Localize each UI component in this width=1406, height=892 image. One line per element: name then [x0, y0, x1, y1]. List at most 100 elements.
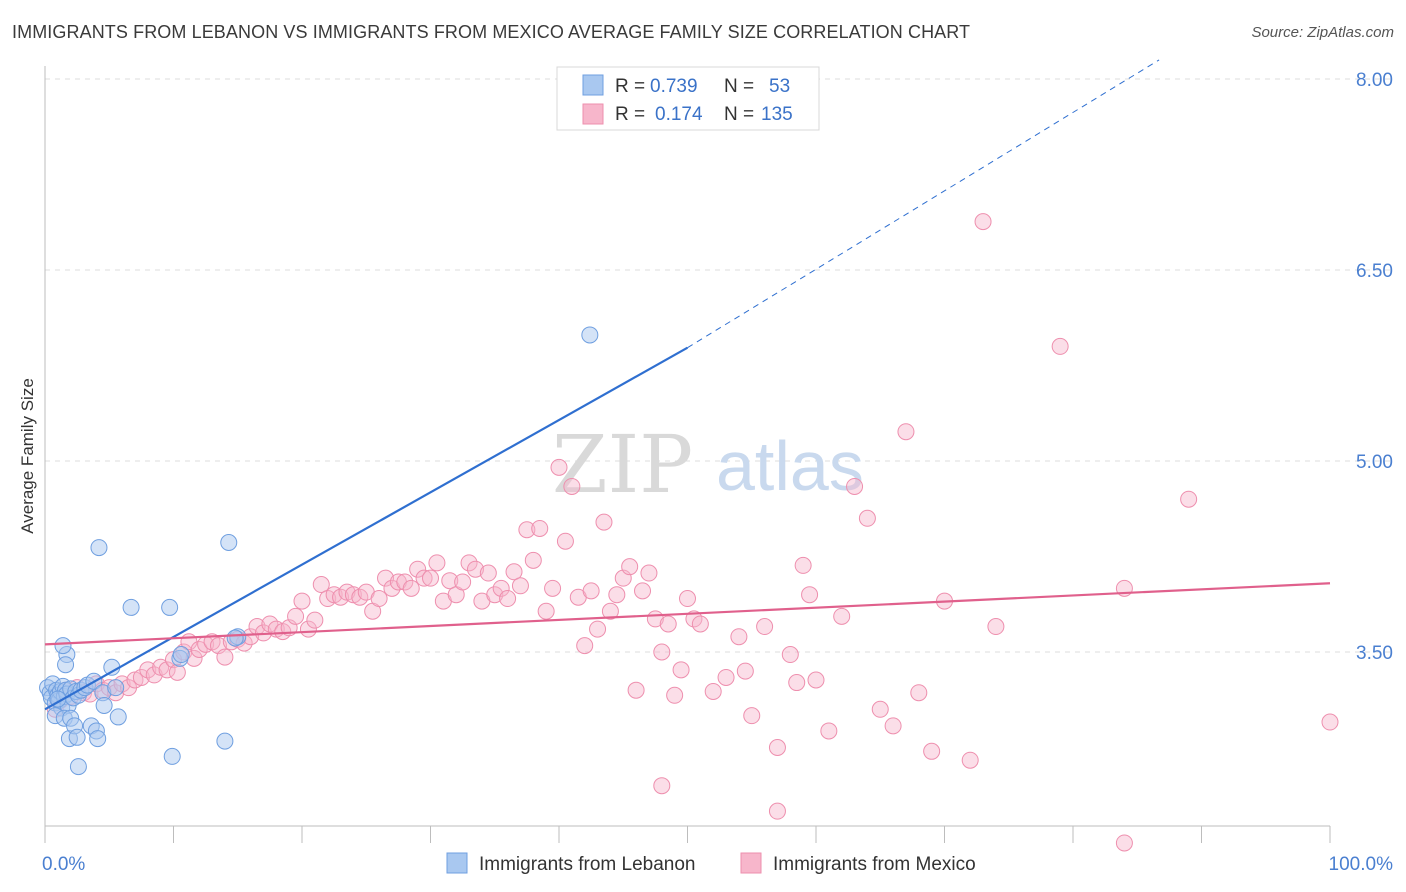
mexico-point	[820, 722, 838, 740]
lebanon-point	[89, 730, 107, 748]
bottom-legend: Immigrants from Lebanon Immigrants from …	[446, 852, 976, 875]
mexico-point	[563, 477, 581, 495]
legend-n-label-lebanon: N =	[724, 76, 754, 97]
mexico-point	[1051, 337, 1069, 355]
mexico-point	[454, 573, 472, 591]
mexico-point	[659, 615, 677, 633]
mexico-point	[216, 648, 234, 666]
mexico-point	[897, 423, 915, 441]
mexico-point	[640, 564, 658, 582]
y-tick-label: 6.50	[1356, 261, 1393, 282]
mexico-point	[550, 458, 568, 476]
mexico-point	[415, 569, 433, 587]
mexico-point	[910, 684, 928, 702]
mexico-point	[499, 590, 517, 608]
mexico-point	[556, 532, 574, 550]
mexico-point	[704, 682, 722, 700]
x-tick-label: 0.0%	[42, 854, 85, 875]
mexico-point	[691, 615, 709, 633]
mexico-point	[370, 590, 388, 608]
gridlines	[45, 78, 1392, 653]
mexico-point	[1115, 834, 1133, 852]
mexico-point	[717, 668, 735, 686]
series-lebanon-points	[39, 326, 599, 776]
mexico-point	[576, 637, 594, 655]
legend-r-value-lebanon: 0.739	[650, 76, 698, 97]
lebanon-point	[57, 656, 75, 674]
mexico-point	[801, 586, 819, 604]
mexico-point	[833, 607, 851, 625]
mexico-point	[743, 707, 761, 725]
bottom-legend-label-mexico: Immigrants from Mexico	[773, 854, 976, 875]
mexico-trend-line	[44, 582, 1331, 646]
lebanon-point	[54, 637, 72, 655]
mexico-point	[466, 560, 484, 578]
bottom-legend-swatch-mexico	[740, 852, 762, 874]
mexico-point	[544, 579, 562, 597]
watermark-zip: ZIP	[552, 418, 693, 511]
bottom-legend-swatch-lebanon	[446, 852, 468, 874]
mexico-point	[768, 738, 786, 756]
watermark: ZIP atlas	[552, 418, 864, 511]
mexico-point	[409, 560, 427, 578]
mexico-point	[666, 686, 684, 704]
legend-swatch-mexico	[582, 103, 604, 125]
x-tick-label: 100.0%	[1329, 854, 1394, 875]
y-tick-labels: 3.50 5.00 6.50 8.00	[1356, 70, 1393, 664]
lebanon-point	[172, 646, 190, 664]
mexico-point	[653, 777, 671, 795]
mexico-point	[923, 742, 941, 760]
lebanon-point	[69, 758, 87, 776]
legend-n-label-mexico: N =	[724, 104, 754, 125]
mexico-point	[518, 521, 536, 539]
mexico-point	[768, 802, 786, 820]
lebanon-point	[581, 326, 599, 344]
mexico-point	[402, 579, 420, 597]
lebanon-trend-extension	[687, 59, 1160, 349]
mexico-point	[582, 582, 600, 600]
mexico-point	[846, 477, 864, 495]
mexico-point	[158, 661, 176, 679]
y-tick-label: 5.00	[1356, 452, 1393, 473]
legend-r-label-lebanon: R =	[615, 76, 645, 97]
trend-lines	[44, 59, 1331, 711]
mexico-point	[524, 551, 542, 569]
y-axis-title: Average Family Size	[18, 378, 37, 534]
lebanon-point	[90, 539, 108, 557]
mexico-point	[601, 602, 619, 620]
lebanon-trend-line	[44, 346, 689, 711]
mexico-point	[858, 509, 876, 527]
bottom-legend-label-lebanon: Immigrants from Lebanon	[479, 854, 696, 875]
watermark-atlas: atlas	[716, 427, 864, 505]
y-tick-label: 8.00	[1356, 70, 1393, 91]
mexico-point	[511, 577, 529, 595]
mexico-point	[807, 671, 825, 689]
mexico-point	[627, 681, 645, 699]
legend-n-value-lebanon: 53	[769, 76, 790, 97]
mexico-point	[781, 646, 799, 664]
chart-title: IMMIGRANTS FROM LEBANON VS IMMIGRANTS FR…	[12, 22, 971, 42]
mexico-point	[422, 569, 439, 587]
mexico-point	[441, 572, 459, 590]
mexico-point	[377, 569, 395, 587]
lebanon-point	[95, 696, 113, 714]
y-tick-label: 3.50	[1356, 643, 1393, 664]
mexico-point	[396, 573, 414, 591]
mexico-point	[287, 607, 305, 625]
mexico-point	[293, 592, 311, 610]
mexico-point	[306, 611, 324, 629]
mexico-point	[608, 586, 626, 604]
lebanon-point	[122, 598, 140, 616]
mexico-point	[486, 586, 504, 604]
mexico-point	[679, 590, 696, 608]
mexico-point	[884, 717, 902, 735]
mexico-point	[492, 579, 510, 597]
chart-source: Source: ZipAtlas.com	[1251, 24, 1394, 41]
mexico-point	[537, 602, 555, 620]
mexico-point	[672, 661, 690, 679]
lebanon-point	[109, 708, 127, 726]
series-mexico-points	[46, 213, 1339, 852]
legend-n-value-mexico: 135	[761, 104, 793, 125]
mexico-point	[505, 563, 523, 581]
